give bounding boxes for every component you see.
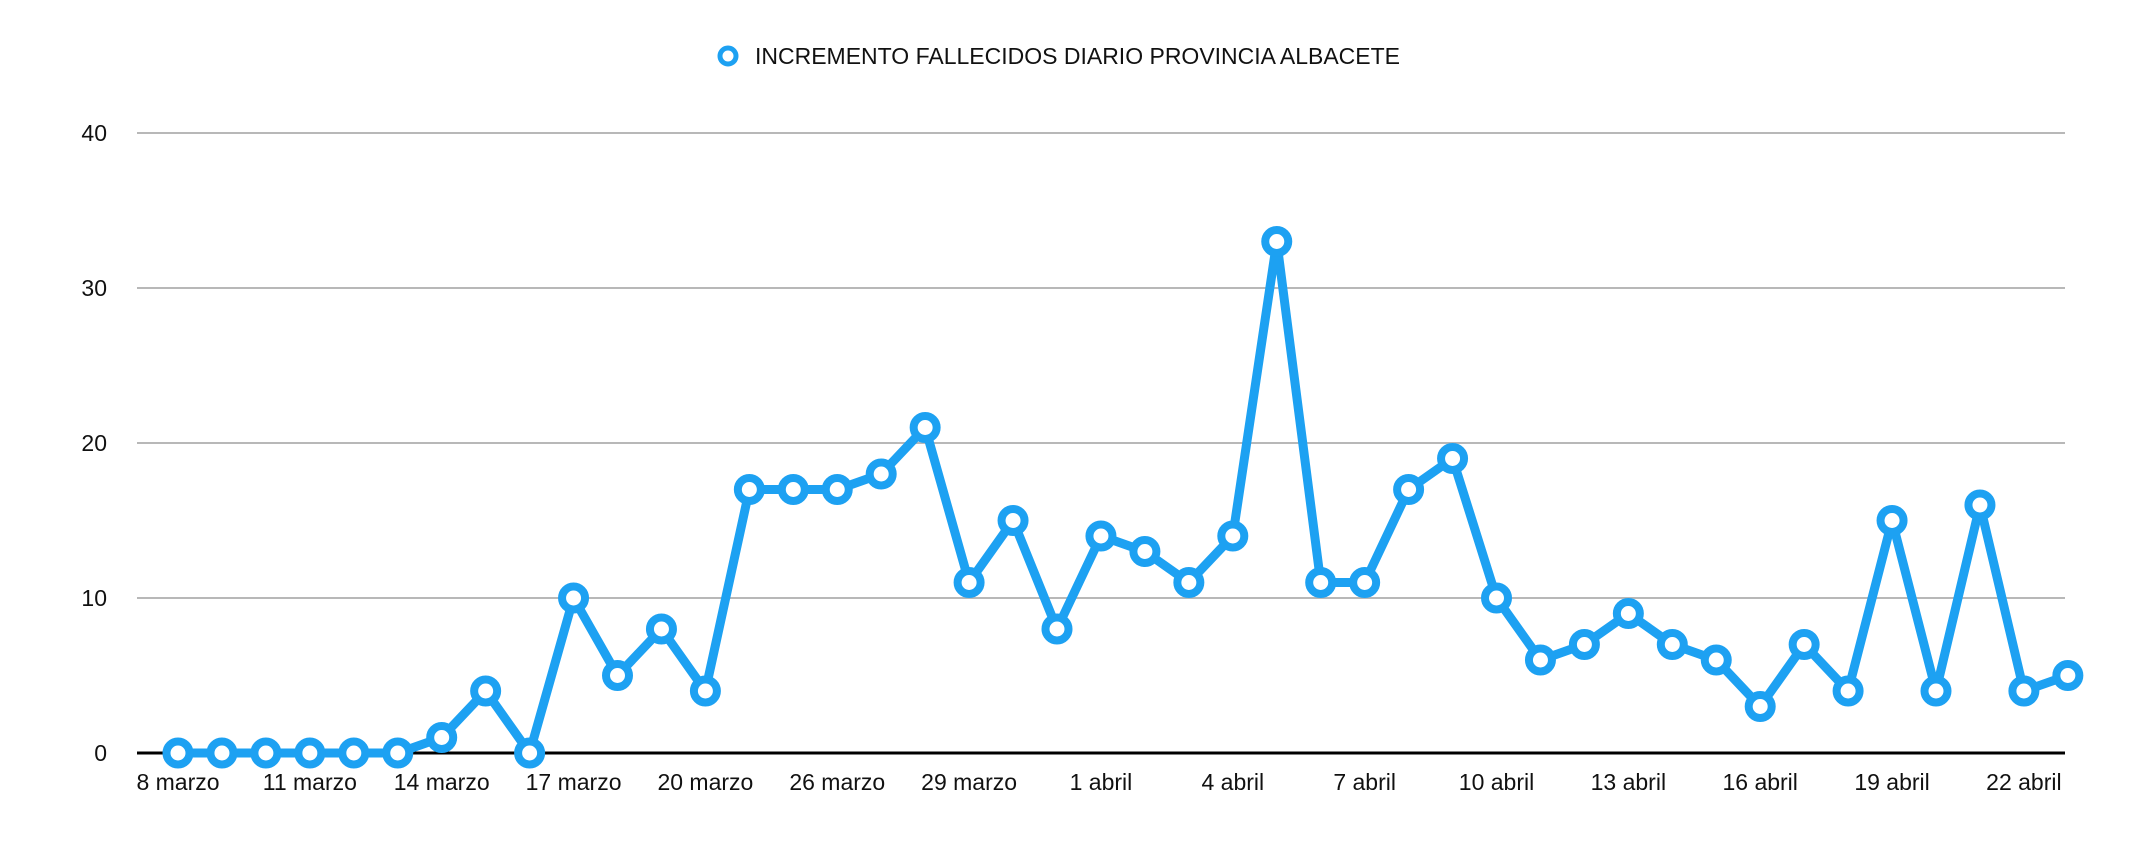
data-point — [1085, 520, 1117, 552]
legend: INCREMENTO FALLECIDOS DIARIO PROVINCIA A… — [717, 43, 1400, 69]
data-point — [777, 474, 809, 505]
y-tick-label: 30 — [81, 275, 107, 301]
x-tick-label: 1 abril — [1070, 769, 1133, 795]
x-tick-label: 19 abril — [1854, 769, 1929, 795]
series-line — [173, 237, 2073, 758]
data-point — [953, 567, 985, 598]
x-tick-label: 8 marzo — [136, 769, 219, 795]
data-point — [1788, 629, 1820, 660]
data-point — [1656, 629, 1688, 660]
data-point — [1129, 536, 1161, 567]
data-point — [2008, 675, 2040, 707]
data-point — [1217, 520, 1249, 552]
data-point — [382, 737, 414, 769]
x-tick-label: 17 marzo — [526, 769, 622, 795]
data-point — [514, 737, 546, 769]
x-tick-label: 20 marzo — [657, 769, 753, 795]
data-point — [1393, 474, 1425, 505]
x-tick-label: 29 marzo — [921, 769, 1017, 795]
x-tick-label: 7 abril — [1333, 769, 1396, 795]
data-point — [470, 675, 502, 707]
data-point — [865, 458, 897, 490]
x-tick-label: 22 abril — [1986, 769, 2061, 795]
x-tick-label: 14 marzo — [394, 769, 490, 795]
data-point — [1437, 443, 1469, 474]
data-point — [2052, 660, 2084, 691]
data-point — [1700, 644, 1732, 676]
data-point — [1481, 582, 1512, 614]
data-point — [206, 737, 238, 769]
data-point — [733, 474, 765, 505]
y-axis: 0 10 20 30 40 — [81, 120, 107, 766]
data-point — [1832, 675, 1864, 707]
x-axis: 8 marzo 11 marzo 14 marzo 17 marzo 20 marzo 2… — [136, 769, 2061, 795]
y-tick-label: 0 — [94, 740, 107, 766]
x-tick-label: 10 abril — [1459, 769, 1534, 795]
legend-marker — [717, 45, 739, 67]
data-point — [250, 737, 282, 769]
data-point — [1305, 567, 1337, 598]
data-point — [1041, 613, 1073, 645]
data-point — [426, 722, 458, 753]
y-tick-label: 10 — [81, 585, 107, 611]
data-point — [162, 737, 194, 769]
data-point — [1524, 644, 1556, 676]
data-point — [1920, 675, 1952, 707]
data-point — [997, 505, 1029, 536]
legend-label: INCREMENTO FALLECIDOS DIARIO PROVINCIA A… — [755, 43, 1400, 69]
data-point — [1173, 567, 1205, 598]
data-point — [1568, 629, 1600, 660]
x-tick-label: 4 abril — [1201, 769, 1264, 795]
data-point — [338, 737, 370, 769]
x-tick-label: 16 abril — [1722, 769, 1797, 795]
data-point — [1612, 598, 1644, 629]
data-point — [1876, 505, 1908, 536]
data-point — [689, 675, 721, 707]
data-point — [1261, 226, 1293, 257]
x-tick-label: 13 abril — [1591, 769, 1666, 795]
data-point — [645, 613, 677, 645]
data-point — [821, 474, 853, 505]
x-tick-label: 11 marzo — [263, 769, 357, 795]
data-point — [1964, 489, 1996, 521]
data-point — [602, 660, 633, 691]
data-point — [1349, 567, 1381, 598]
series-incremento-fallecidos — [162, 226, 2084, 769]
data-point — [1744, 691, 1776, 722]
data-point — [909, 412, 941, 443]
x-tick-label: 26 marzo — [789, 769, 885, 795]
y-tick-label: 20 — [81, 430, 107, 456]
gridlines — [137, 132, 2065, 755]
y-tick-label: 40 — [81, 120, 107, 146]
data-point — [558, 582, 590, 614]
data-point — [294, 737, 326, 769]
